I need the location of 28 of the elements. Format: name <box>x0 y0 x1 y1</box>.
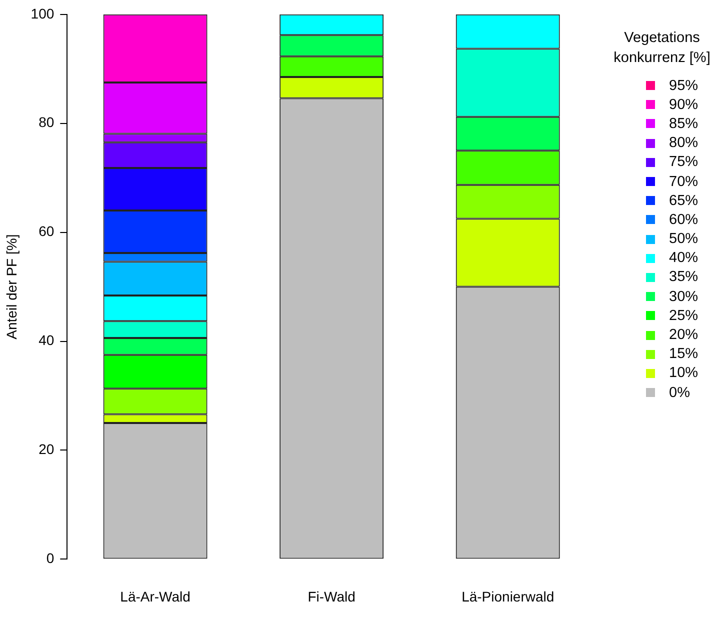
legend-label: 85% <box>669 116 698 132</box>
legend-label: 0% <box>669 384 690 401</box>
legend-label: 35% <box>669 269 698 286</box>
x-tick-label: Lä-Pionierwald <box>462 588 554 604</box>
legend-label: 10% <box>669 365 698 382</box>
x-tick-label: Fi-Wald <box>308 588 356 604</box>
x-tick-label: Lä-Ar-Wald <box>120 588 190 604</box>
legend-label: 70% <box>669 174 698 190</box>
y-tick-label: 40 <box>38 332 54 348</box>
legend-label: 65% <box>669 192 698 209</box>
legend-label: 15% <box>669 346 698 362</box>
y-tick-label: 100 <box>30 5 54 22</box>
y-tick-label: 80 <box>38 114 54 130</box>
y-tick-label: 20 <box>38 441 54 458</box>
y-axis-title: Anteil der PF [%] <box>3 234 20 340</box>
legend-label: 20% <box>669 327 698 344</box>
legend-label: 90% <box>669 96 698 113</box>
legend-title: Vegetations konkurrenz [%] <box>612 29 712 68</box>
legend-label: 95% <box>669 78 698 94</box>
legend-label: 50% <box>669 231 698 248</box>
y-tick-label: 0 <box>46 550 54 566</box>
legend-label: 80% <box>669 135 698 152</box>
legend-label: 30% <box>669 288 698 305</box>
legend-label: 60% <box>669 212 698 228</box>
y-tick-label: 60 <box>38 223 54 240</box>
legend-label: 25% <box>669 308 698 324</box>
legend-label: 40% <box>669 250 698 266</box>
legend-label: 75% <box>669 154 698 170</box>
